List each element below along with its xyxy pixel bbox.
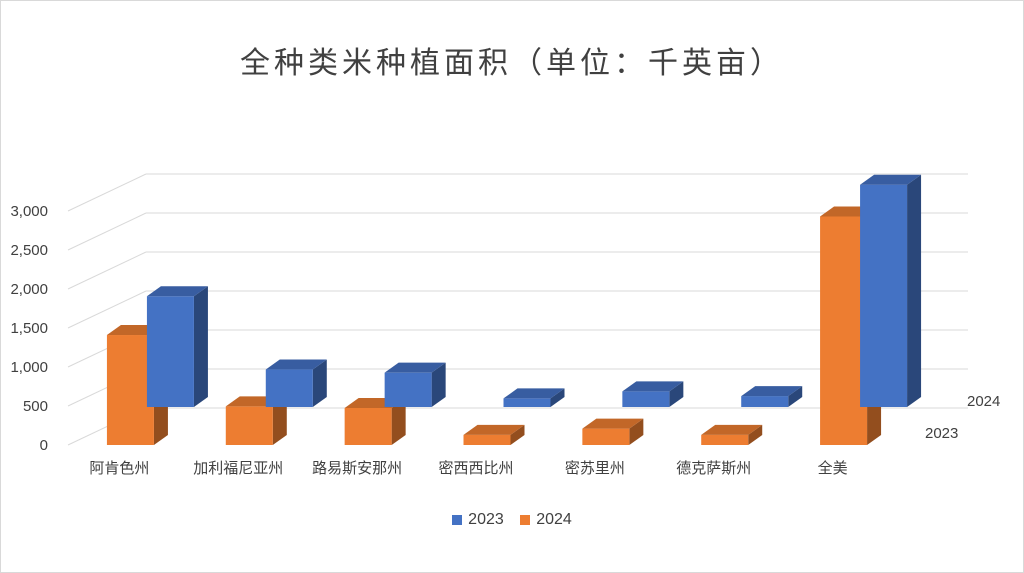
bar-top-2023-3	[503, 388, 565, 399]
chart-title: 全种类米种植面积（单位：千英亩）	[240, 46, 784, 81]
bar-side-2023-2	[431, 362, 446, 407]
bar-2024-密西西比州	[463, 434, 511, 445]
bar-side-2024-1	[272, 396, 287, 445]
bar-2024-全美	[820, 216, 868, 445]
bar-side-2023-3	[550, 388, 565, 407]
y-tick-label: 3,000	[10, 203, 48, 220]
gridline-depth	[67, 290, 147, 329]
bar-2024-路易斯安那州	[344, 407, 392, 445]
legend-item-2024: 2024	[520, 511, 572, 529]
x-tick-label: 密西西比州	[438, 459, 513, 477]
bar-2023-全美	[860, 184, 908, 407]
bar-top-2023-2	[384, 362, 446, 373]
legend: 2023 2024	[0, 511, 1024, 530]
bar-side-2024-2	[391, 397, 406, 445]
depth-axis-label-2023: 2023	[925, 425, 958, 442]
legend-item-2023: 2023	[452, 511, 504, 529]
bar-top-2024-4	[582, 418, 644, 429]
depth-axis-label-2024: 2024	[967, 393, 1000, 410]
bar-2024-德克萨斯州	[701, 434, 749, 445]
bar-top-2024-3	[463, 424, 525, 435]
bar-side-2023-6	[907, 174, 922, 407]
gridline-depth	[67, 173, 147, 212]
y-tick-label: 1,500	[10, 320, 48, 337]
bar-2023-德克萨斯州	[741, 396, 789, 407]
bar-2023-密苏里州	[622, 391, 670, 407]
bar-2024-密苏里州	[582, 428, 630, 445]
gridline-depth	[67, 251, 147, 290]
bar-side-2023-0	[193, 286, 208, 407]
bar-2023-路易斯安那州	[384, 372, 432, 407]
y-tick-label: 500	[23, 398, 48, 415]
bar-2024-阿肯色州	[106, 335, 154, 445]
bar-side-2023-1	[312, 359, 327, 407]
bar-2023-密西西比州	[503, 398, 551, 407]
legend-swatch-2024	[520, 515, 531, 525]
x-tick-label: 德克萨斯州	[676, 459, 751, 477]
bar-side-2024-3	[510, 424, 525, 445]
legend-label-2024: 2024	[536, 511, 572, 528]
gridline-depth	[67, 212, 147, 251]
x-tick-label: 密苏里州	[565, 459, 625, 477]
bar-top-2024-5	[701, 424, 763, 435]
bar-2023-加利福尼亚州	[265, 369, 313, 407]
y-tick-label: 1,000	[10, 359, 48, 376]
x-tick-label: 全美	[818, 459, 848, 477]
bar-side-2024-5	[748, 424, 763, 445]
bar-top-2023-1	[265, 359, 327, 370]
bar-top-2023-6	[860, 174, 922, 185]
bar-2024-加利福尼亚州	[225, 406, 273, 445]
bar-side-2023-4	[669, 381, 684, 407]
bar-side-2023-5	[788, 386, 803, 407]
x-tick-label: 加利福尼亚州	[193, 459, 283, 477]
bar-top-2023-0	[146, 286, 208, 297]
y-tick-label: 0	[40, 437, 48, 454]
legend-swatch-2023	[452, 515, 463, 525]
y-tick-label: 2,000	[10, 281, 48, 298]
bar-2023-阿肯色州	[146, 296, 194, 407]
bar-top-2023-5	[741, 386, 803, 397]
x-tick-label: 阿肯色州	[89, 459, 149, 477]
legend-label-2023: 2023	[468, 511, 504, 528]
bar-top-2023-4	[622, 381, 684, 392]
bar-side-2024-4	[629, 418, 644, 445]
x-tick-label: 路易斯安那州	[312, 459, 402, 477]
y-tick-label: 2,500	[10, 242, 48, 259]
